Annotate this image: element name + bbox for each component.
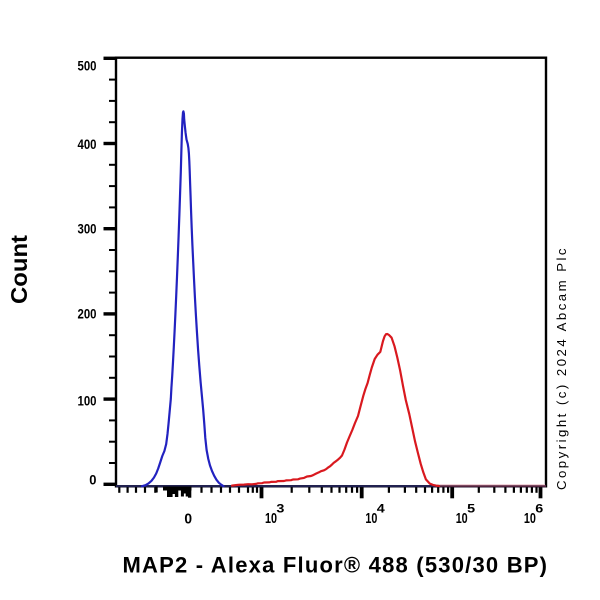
svg-text:0: 0 bbox=[89, 473, 96, 489]
svg-text:103: 103 bbox=[265, 502, 285, 528]
svg-text:0: 0 bbox=[184, 511, 192, 527]
svg-text:300: 300 bbox=[78, 222, 97, 238]
svg-text:106: 106 bbox=[524, 502, 544, 528]
svg-text:Count: Count bbox=[6, 235, 32, 304]
svg-text:104: 104 bbox=[365, 502, 385, 528]
svg-text:200: 200 bbox=[78, 307, 97, 323]
svg-text:Copyright (c) 2024 Abcam Plc: Copyright (c) 2024 Abcam Plc bbox=[554, 248, 569, 490]
svg-text:MAP2 - Alexa Fluor® 488 (530/3: MAP2 - Alexa Fluor® 488 (530/30 BP) bbox=[123, 553, 548, 578]
svg-text:105: 105 bbox=[456, 502, 476, 528]
svg-text:500: 500 bbox=[78, 59, 97, 75]
svg-text:400: 400 bbox=[78, 137, 97, 153]
svg-text:100: 100 bbox=[78, 393, 97, 409]
